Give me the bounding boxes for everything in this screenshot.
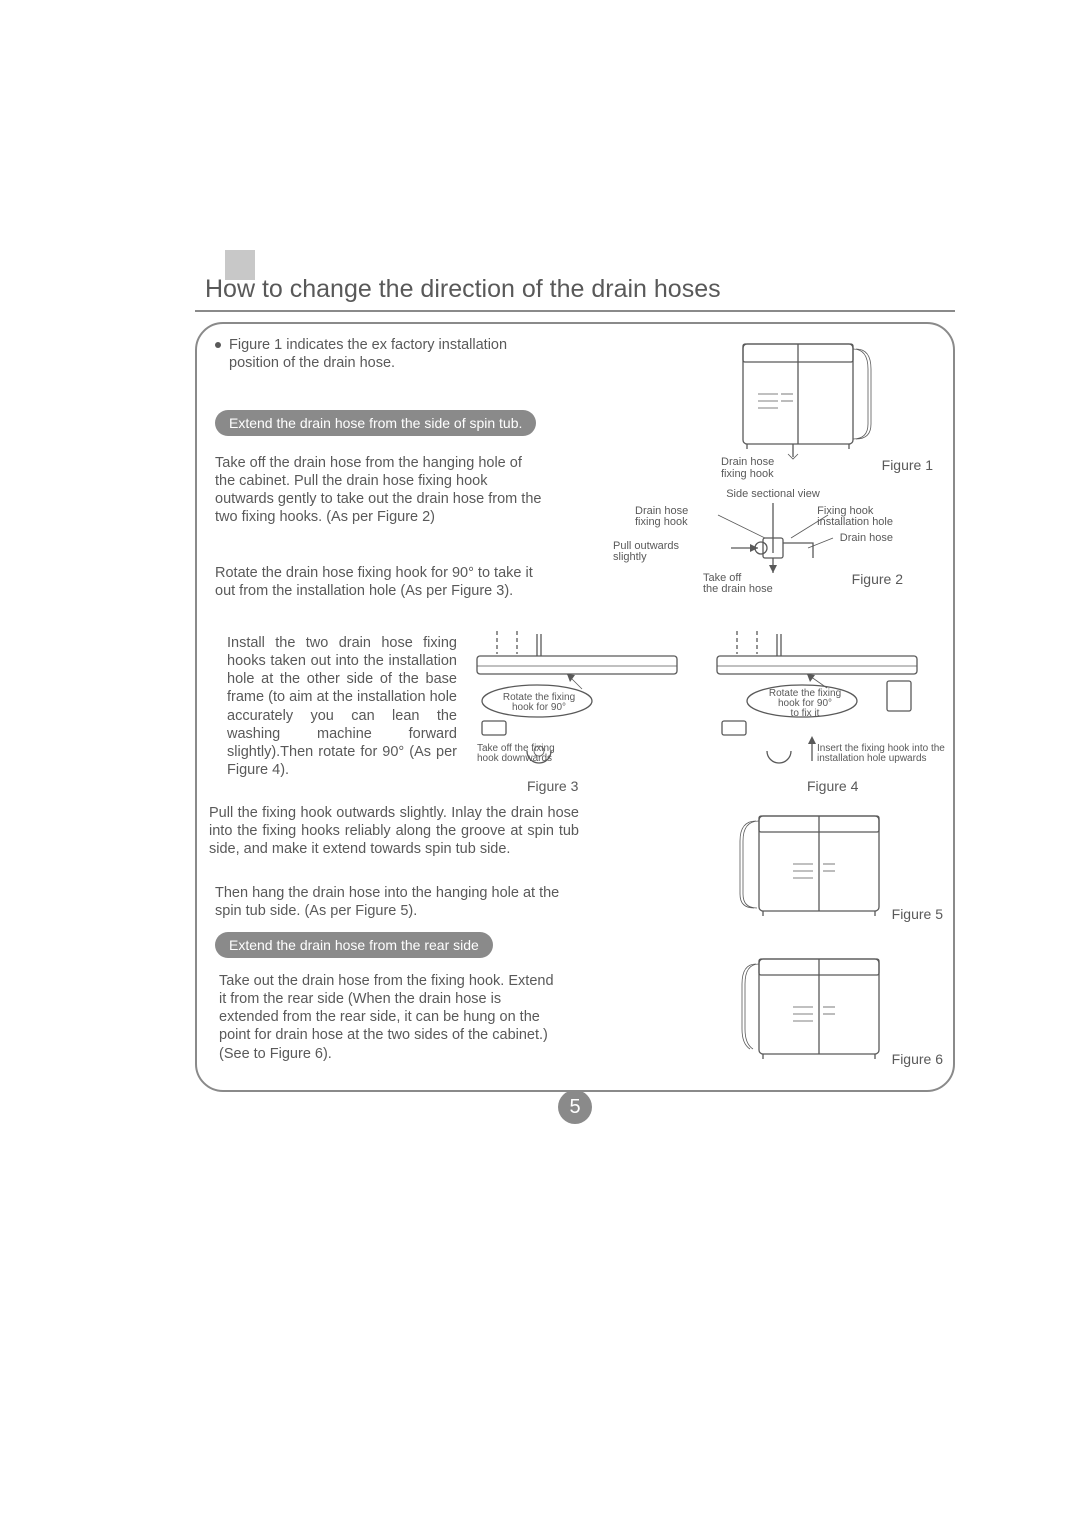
fig4-rotate: Rotate the fixing hook for 90° to fix it bbox=[755, 689, 855, 719]
fig2-title: Side sectional view bbox=[613, 489, 933, 501]
step5-block: Then hang the drain hose into the hangin… bbox=[215, 884, 585, 920]
fig5-caption: Figure 5 bbox=[892, 906, 943, 922]
step1-block: Take off the drain hose from the hanging… bbox=[215, 454, 595, 527]
fig2-hose-r: Drain hose bbox=[840, 533, 893, 545]
fig6-caption: Figure 6 bbox=[892, 1051, 943, 1067]
step6-block: Take out the drain hose from the fixing … bbox=[219, 972, 559, 1063]
pill-label-1: Extend the drain hose from the side of s… bbox=[215, 410, 536, 436]
fig2-pull: Pull outwards slightly bbox=[613, 541, 679, 564]
figure-5-svg bbox=[723, 806, 893, 926]
section-marker bbox=[225, 250, 255, 280]
step5-text: Then hang the drain hose into the hangin… bbox=[215, 884, 585, 920]
page-number-text: 5 bbox=[569, 1096, 580, 1119]
fig2-hole-r: Fixing hook installation hole bbox=[817, 506, 893, 529]
step2-text: Rotate the drain hose fixing hook for 90… bbox=[215, 564, 545, 600]
fig4-insert: Insert the fixing hook into the installa… bbox=[817, 744, 945, 764]
fig1-caption: Figure 1 bbox=[882, 457, 933, 473]
fig3-takeoff: Take off the fixing hook downwards bbox=[477, 744, 555, 764]
fig3-rotate: Rotate the fixing hook for 90° bbox=[489, 693, 589, 713]
manual-page: How to change the direction of the drain… bbox=[195, 275, 955, 1092]
content-frame: Figure 1 indicates the ex factory instal… bbox=[195, 322, 955, 1092]
figure-2: Side sectional view bbox=[613, 489, 933, 591]
step3-text: Install the two drain hose fixing hooks … bbox=[227, 634, 457, 779]
step3-block: Install the two drain hose fixing hooks … bbox=[227, 634, 457, 779]
figures-3-4: Rotate the fixing hook for 90° Take off … bbox=[467, 626, 937, 796]
fig3-caption: Figure 3 bbox=[527, 778, 578, 794]
intro-block: Figure 1 indicates the ex factory instal… bbox=[215, 336, 595, 372]
step6-text: Take out the drain hose from the fixing … bbox=[219, 972, 559, 1063]
pill-label-2: Extend the drain hose from the rear side bbox=[215, 932, 493, 958]
fig1-hook-label: Drain hose fixing hook bbox=[721, 457, 774, 480]
figure-5: Figure 5 bbox=[723, 806, 893, 931]
step4-block: Pull the fixing hook outwards slightly. … bbox=[209, 804, 579, 858]
pill-rear-side: Extend the drain hose from the rear side bbox=[215, 932, 493, 958]
step2-block: Rotate the drain hose fixing hook for 90… bbox=[215, 564, 595, 600]
fig2-hook-l: Drain hose fixing hook bbox=[635, 506, 688, 529]
figure-6: Figure 6 bbox=[723, 949, 893, 1074]
intro-text: Figure 1 indicates the ex factory instal… bbox=[229, 336, 519, 372]
figure-1-svg bbox=[733, 329, 893, 464]
page-number: 5 bbox=[558, 1090, 592, 1124]
step1-text: Take off the drain hose from the hanging… bbox=[215, 454, 545, 527]
pill-spin-side: Extend the drain hose from the side of s… bbox=[215, 410, 536, 436]
figure-1: Drain hose fixing hook Figure 1 bbox=[733, 329, 893, 469]
fig4-caption: Figure 4 bbox=[807, 778, 858, 794]
fig2-caption: Figure 2 bbox=[852, 571, 903, 587]
step4-text: Pull the fixing hook outwards slightly. … bbox=[209, 804, 579, 858]
page-title: How to change the direction of the drain… bbox=[205, 275, 955, 304]
title-rule bbox=[195, 310, 955, 312]
figure-6-svg bbox=[723, 949, 893, 1069]
fig2-takeoff: Take off the drain hose bbox=[703, 573, 773, 596]
bullet-icon bbox=[215, 342, 221, 348]
